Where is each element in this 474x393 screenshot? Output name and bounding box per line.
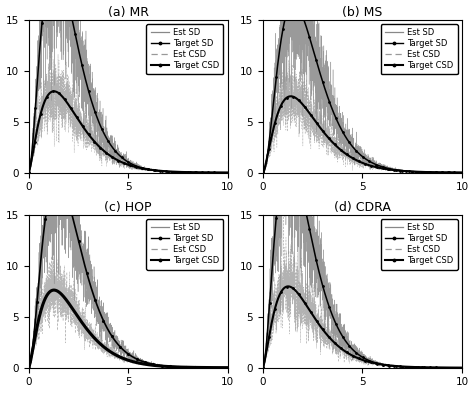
Title: (d) CDRA: (d) CDRA [334, 201, 391, 214]
Title: (b) MS: (b) MS [342, 6, 383, 18]
Title: (c) HOP: (c) HOP [104, 201, 152, 214]
Legend: Est SD, Target SD, Est CSD, Target CSD: Est SD, Target SD, Est CSD, Target CSD [381, 24, 458, 74]
Legend: Est SD, Target SD, Est CSD, Target CSD: Est SD, Target SD, Est CSD, Target CSD [146, 219, 224, 270]
Legend: Est SD, Target SD, Est CSD, Target CSD: Est SD, Target SD, Est CSD, Target CSD [381, 219, 458, 270]
Title: (a) MR: (a) MR [108, 6, 148, 18]
Legend: Est SD, Target SD, Est CSD, Target CSD: Est SD, Target SD, Est CSD, Target CSD [146, 24, 224, 74]
